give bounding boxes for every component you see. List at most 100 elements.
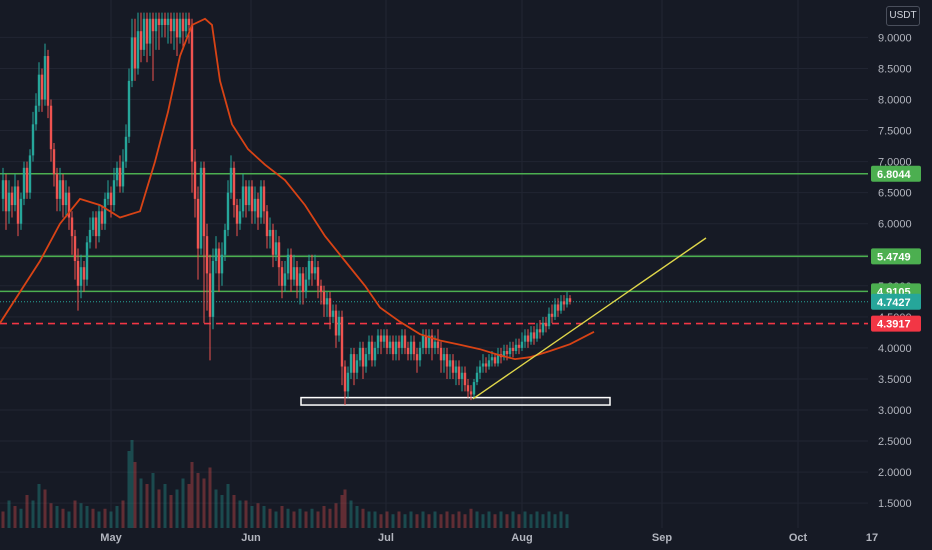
volume-bar [115, 506, 119, 528]
candle-body [76, 260, 80, 286]
candle-body [517, 344, 521, 348]
candle-body [133, 37, 137, 69]
candle-body [478, 366, 482, 373]
candle-body [412, 341, 416, 355]
volume-bar [79, 503, 83, 528]
candle-body [193, 161, 197, 199]
volume-bar [13, 506, 17, 528]
price-level-badge [871, 293, 921, 310]
volume-bar [97, 511, 101, 528]
candle-body [52, 149, 56, 175]
volume-bar [421, 511, 425, 528]
candle-body [394, 341, 398, 355]
support-zone[interactable] [300, 396, 611, 406]
candle-body [352, 354, 356, 373]
volume-bar [373, 511, 377, 528]
candle-body [274, 242, 278, 255]
candle-body [208, 273, 212, 317]
candle-body [418, 347, 422, 361]
candle-body [73, 236, 77, 261]
candle-body [67, 192, 71, 218]
volume-bar [445, 511, 449, 528]
candle-body [535, 329, 539, 339]
candle-body [286, 254, 290, 274]
candle-body [382, 335, 386, 342]
candle-body [532, 332, 536, 339]
price-axis[interactable]: 9.0000 8.5000 8.0000 7.5000 7.0000 6.5000 6.00… [868, 0, 932, 550]
currency-label[interactable]: USDT [886, 6, 920, 26]
price-tick-label: 1.5000 [878, 498, 912, 510]
volume-bar [109, 511, 113, 528]
volume-bar [169, 495, 173, 528]
candle-body [46, 56, 50, 106]
candle-body [340, 316, 344, 367]
candle-body [523, 335, 527, 342]
candle-body [307, 260, 311, 280]
trendline[interactable] [472, 237, 707, 400]
candle-body [538, 329, 542, 333]
candle-body [526, 335, 530, 342]
candle-body [322, 292, 326, 305]
candle-body [442, 354, 446, 361]
candle-body [211, 260, 215, 317]
volume-bar [304, 511, 308, 528]
volume-bar [43, 489, 47, 528]
candle-body [541, 323, 545, 333]
candle-body [430, 335, 434, 348]
candle-body [181, 18, 185, 32]
volume-bar [403, 514, 407, 528]
candle-body [94, 217, 98, 237]
price-tick-label: 8.5000 [878, 63, 912, 75]
candle-body [454, 366, 458, 373]
price-tick-label: 2.0000 [878, 467, 912, 479]
time-axis[interactable]: May Jun Jul Aug Sep Oct 17 [0, 528, 878, 550]
candle-body [37, 74, 41, 106]
volume-bar [535, 511, 539, 528]
candle-body [139, 31, 143, 50]
candle-body [265, 211, 269, 237]
candle-body [34, 105, 38, 125]
volume-bar [298, 508, 302, 528]
volume-bar [427, 514, 431, 528]
candle-body [130, 37, 134, 81]
volume-bar [196, 473, 200, 528]
candle-body [172, 18, 176, 32]
candle-body [457, 366, 461, 379]
candle-body [367, 341, 371, 355]
time-tick-label: Aug [511, 532, 532, 544]
candle-body [400, 335, 404, 348]
candle-body [544, 323, 548, 327]
candle-body [43, 56, 47, 100]
candle-body [325, 298, 329, 305]
volume-bar [475, 511, 479, 528]
candle-body [97, 211, 101, 237]
candle-body [121, 161, 125, 187]
candle-body [124, 136, 128, 162]
candle-body [355, 360, 359, 373]
candle-body [157, 18, 161, 25]
volume-bar [91, 508, 95, 528]
volume-bar [463, 514, 467, 528]
candle-body [217, 248, 221, 274]
candle-body [28, 155, 32, 193]
candle-body [25, 167, 29, 193]
volume-bar [187, 484, 191, 528]
candle-body [196, 198, 200, 249]
support-zone-rect [300, 396, 611, 406]
candle-body [223, 229, 227, 255]
volume-bar [361, 508, 365, 528]
candle-body [214, 248, 218, 261]
volume-bar [529, 514, 533, 528]
price-tick-label: 6.5000 [878, 188, 912, 200]
volume-bar [103, 508, 107, 528]
price-level-badge [871, 248, 921, 265]
volume-bar [286, 508, 290, 528]
volume-bar [505, 514, 509, 528]
price-level-value: 4.7427 [877, 297, 911, 309]
volume-bar [151, 473, 155, 528]
candle-body [64, 192, 68, 206]
candle-body [163, 18, 167, 25]
price-level-lines[interactable] [0, 172, 868, 325]
volume-bar [37, 484, 41, 528]
